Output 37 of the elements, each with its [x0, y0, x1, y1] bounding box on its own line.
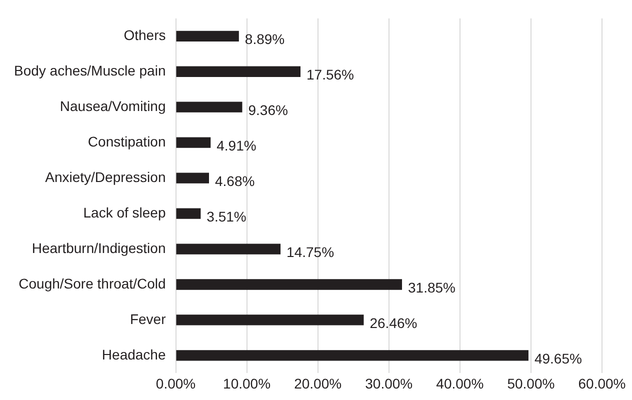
x-tick-label: 60.00% [578, 375, 626, 392]
bar [176, 66, 300, 77]
data-label: 17.56% [306, 66, 354, 82]
data-label: 9.36% [248, 102, 288, 118]
data-label: 14.75% [286, 244, 334, 260]
bar [176, 208, 201, 219]
y-tick-label: Nausea/Vomiting [60, 98, 166, 114]
data-label: 4.91% [216, 137, 256, 154]
y-tick-label: Fever [130, 310, 166, 327]
y-tick-label: Heartburn/Indigestion [32, 240, 166, 256]
y-tick-label: Constipation [88, 133, 166, 150]
bar [176, 137, 211, 148]
data-label: 8.89% [244, 31, 285, 47]
bar [176, 350, 528, 361]
bar [176, 314, 364, 326]
y-tick-label: Cough/Sore throat/Cold [18, 275, 166, 292]
y-tick-label: Anxiety/Depression [45, 168, 166, 185]
y-tick-label: Lack of sleep [83, 204, 166, 220]
data-label: 4.68% [215, 172, 255, 189]
x-tick-label: 30.00% [365, 375, 413, 392]
data-label: 31.85% [408, 279, 456, 296]
bar [176, 102, 242, 112]
bar [176, 279, 402, 290]
bar [176, 172, 209, 184]
data-label: 26.46% [370, 314, 418, 331]
x-tick-label: 40.00% [436, 375, 484, 392]
data-label: 3.51% [206, 208, 246, 224]
bar [176, 30, 239, 42]
y-tick-label: Body aches/Muscle pain [14, 62, 166, 78]
x-tick-label: 50.00% [507, 375, 555, 392]
x-tick-label: 0.00% [156, 375, 196, 392]
bar [176, 244, 281, 254]
x-tick-label: 10.00% [223, 375, 271, 392]
x-tick-label: 20.00% [294, 375, 342, 392]
y-tick-label: Headache [102, 346, 166, 362]
y-tick-label: Others [124, 27, 166, 43]
data-label: 49.65% [534, 350, 582, 366]
